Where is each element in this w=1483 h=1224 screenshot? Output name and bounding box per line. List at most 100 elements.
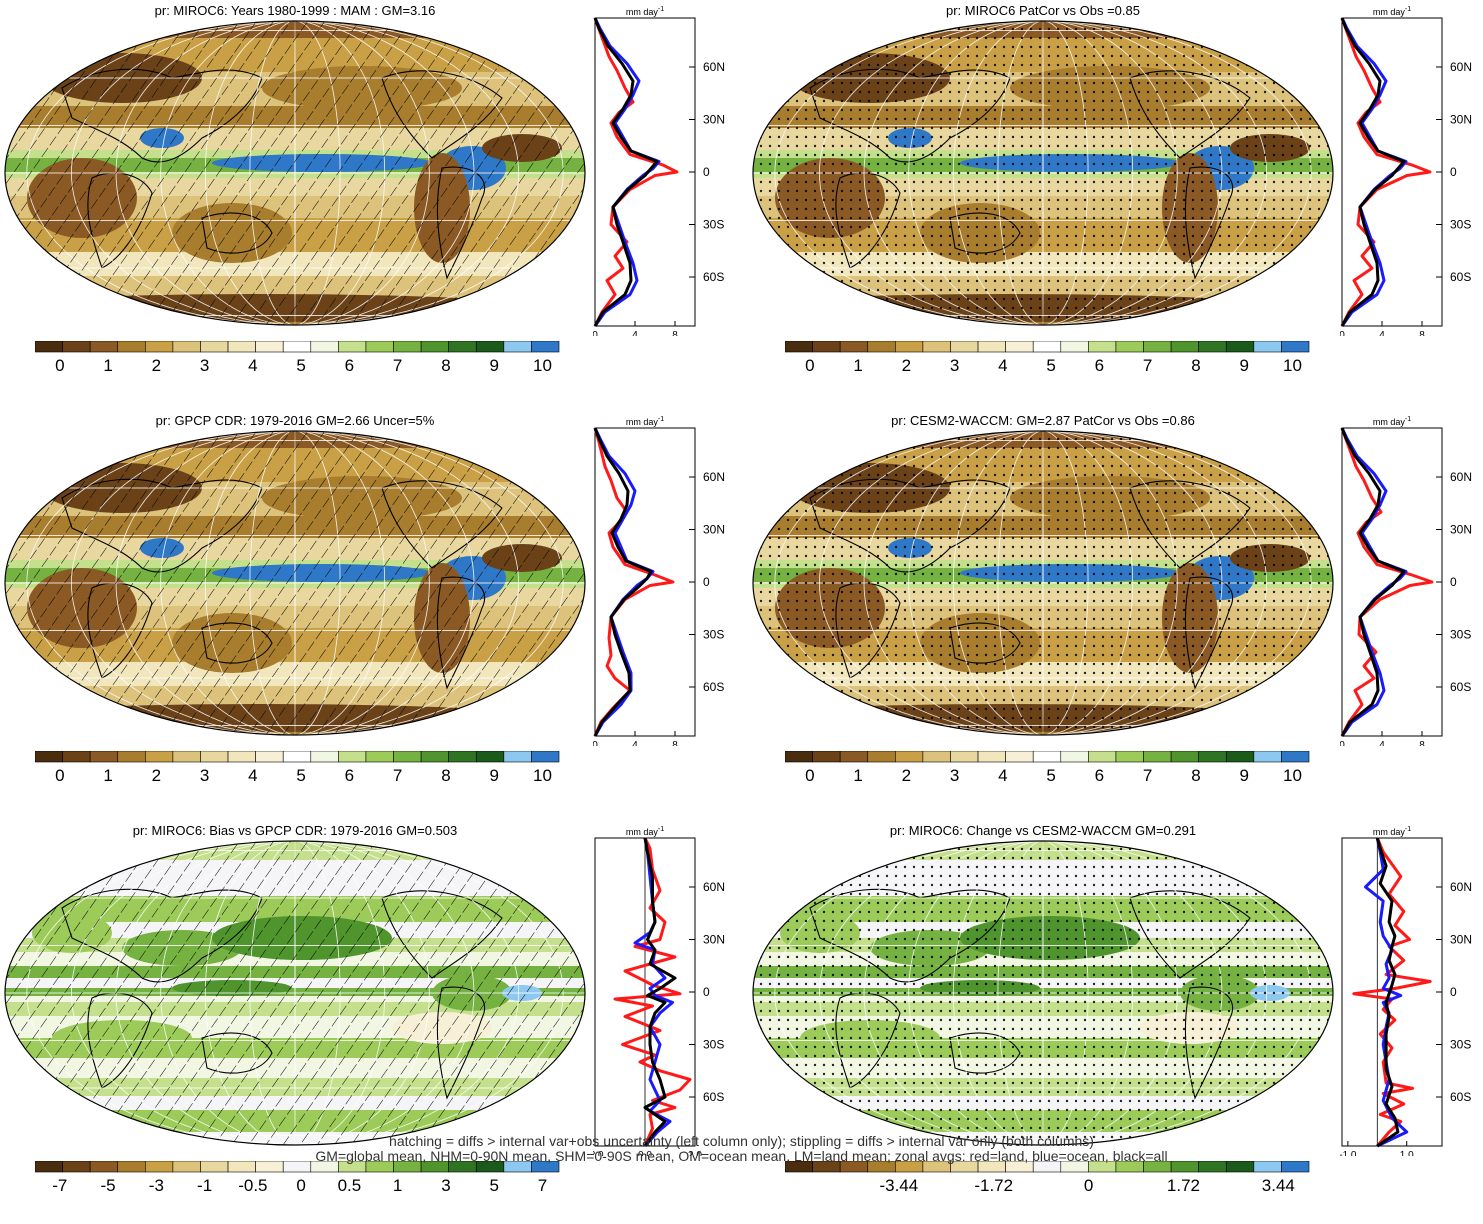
value-tick-label: 8: [1419, 330, 1425, 336]
zonal-line-red: [593, 17, 679, 327]
colorbar-label: 3: [200, 766, 209, 785]
colorbar-swatch: [1253, 751, 1282, 763]
colorbar-label: 1: [103, 766, 112, 785]
map-projection: [4, 840, 586, 1146]
lat-tick-label: 30N: [703, 933, 725, 947]
colorbar-swatch: [812, 341, 841, 353]
colorbar-swatch: [420, 341, 449, 353]
lat-tick-label: 30N: [1450, 113, 1472, 127]
colorbar-swatch: [1281, 1161, 1310, 1173]
zonal-line-black: [1340, 427, 1406, 737]
colorbar-label: 3: [441, 1176, 450, 1195]
colorbar-swatch: [172, 341, 201, 353]
colorbar-swatch: [200, 751, 229, 763]
colorbar-label: -7: [52, 1176, 67, 1195]
colorbar-swatch: [1005, 341, 1034, 353]
map-projection: [4, 430, 586, 736]
stippling-overlay: [753, 21, 1333, 325]
colorbar-label: 3: [200, 356, 209, 375]
value-tick-label: 4: [1379, 740, 1385, 746]
zonal-mean-plot: mm day-1 60N 30N 0 30S 60S 0 4 8: [1340, 6, 1472, 336]
lat-tick-label: 30S: [1450, 218, 1471, 232]
colorbar-swatch: [531, 1161, 560, 1173]
colorbar-label: 0: [55, 356, 64, 375]
colorbar-swatch: [35, 341, 63, 353]
colorbar-swatch: [35, 751, 63, 763]
zonal-mean-plot: mm day-1 60N 30N 0 30S 60S 0 4 8: [1340, 416, 1472, 746]
lat-tick-label: 60S: [1450, 270, 1471, 284]
colorbar-label: 7: [538, 1176, 547, 1195]
map-projection: [752, 430, 1334, 736]
colorbar-swatch: [1198, 341, 1227, 353]
map-title: pr: MIROC6 PatCor vs Obs =0.85: [946, 3, 1140, 18]
lat-tick-label: 60S: [1450, 680, 1471, 694]
colorbar-swatch: [531, 751, 560, 763]
colorbar-swatch: [1281, 751, 1310, 763]
colorbar-label: 7: [1143, 766, 1152, 785]
colorbar-swatch: [867, 341, 896, 353]
colorbar-swatch: [200, 341, 229, 353]
colorbar-label: 5: [1046, 356, 1055, 375]
colorbar-label: 0: [55, 766, 64, 785]
colorbar-label: 3.44: [1262, 1176, 1295, 1195]
colorbar-swatch: [62, 341, 91, 353]
map-projection: [752, 20, 1334, 326]
colorbar-swatch: [89, 341, 119, 353]
colorbar-swatch: [255, 751, 284, 763]
zonal-mean-plot: mm day-1 60N 30N 0 30S 60S 0 4 8: [593, 6, 725, 336]
stippling-overlay: [753, 431, 1333, 735]
zonal-unit-label: mm day-1: [1373, 6, 1411, 17]
colorbar-swatch: [1225, 751, 1255, 763]
colorbar-swatch: [1253, 341, 1282, 353]
zonal-line-red: [593, 427, 675, 737]
colorbar-swatch: [812, 751, 841, 763]
zonal-line-blue: [593, 17, 661, 327]
colorbar-swatch: [1088, 751, 1117, 763]
colorbar-label: 8: [441, 766, 450, 785]
stippling-overlay: [753, 841, 1333, 1145]
colorbar-swatch: [145, 341, 174, 353]
map-border: [4, 20, 586, 326]
colorbar-label: 4: [248, 766, 257, 785]
footer: hatching = diffs > internal var+obs unce…: [0, 1134, 1483, 1164]
colorbar-label: 1.72: [1167, 1176, 1200, 1195]
colorbar-swatch: [475, 751, 505, 763]
colorbar-label: -0.5: [238, 1176, 267, 1195]
colorbar-swatch: [531, 341, 560, 353]
colorbar-swatch: [1060, 341, 1089, 353]
colorbar-swatch: [1170, 751, 1199, 763]
map-border: [752, 840, 1334, 1146]
map-projection: [4, 20, 586, 326]
colorbar-label: 6: [345, 766, 354, 785]
colorbar-label: 0: [805, 356, 814, 375]
zonal-mean-plot: mm day-1 60N 30N 0 30S 60S -2.0 0.0 2.0: [593, 826, 725, 1156]
colorbar-label: 1: [393, 1176, 402, 1195]
colorbar-label: 9: [489, 766, 498, 785]
colorbar: 0 1 2 3 4 5 6 7 8 9 10: [35, 341, 560, 375]
hatching-overlay: [5, 21, 585, 325]
colorbar-label: -1: [197, 1176, 212, 1195]
footer-line-means: GM=global mean, NHM=0-90N mean, SHM=0-90…: [315, 1148, 1168, 1164]
lat-tick-label: 30S: [703, 218, 724, 232]
colorbar-swatch: [338, 751, 367, 763]
colorbar-swatch: [420, 751, 449, 763]
zonal-mean-plot: mm day-1 60N 30N 0 30S 60S -1.0 1.0: [1340, 826, 1472, 1156]
lat-tick-label: 30N: [1450, 933, 1472, 947]
colorbar-label: 7: [393, 356, 402, 375]
colorbar-label: 10: [1283, 766, 1302, 785]
colorbar-swatch: [310, 751, 339, 763]
colorbar-label: 6: [345, 356, 354, 375]
colorbar-label: 10: [1283, 356, 1302, 375]
colorbar-swatch: [172, 751, 201, 763]
value-tick-label: 0: [1340, 330, 1345, 336]
colorbar-swatch: [922, 341, 951, 353]
colorbar-swatch: [1143, 751, 1172, 763]
zonal-mean-plot: mm day-1 60N 30N 0 30S 60S 0 4 8: [593, 416, 725, 746]
lat-tick-label: 30N: [703, 523, 725, 537]
map-projection: [752, 840, 1334, 1146]
lat-tick-label: 60N: [1450, 470, 1472, 484]
value-tick-label: 4: [632, 330, 638, 336]
zonal-unit-label: mm day-1: [626, 826, 664, 837]
zonal-unit-label: mm day-1: [626, 416, 664, 427]
value-tick-label: 1.0: [1400, 1150, 1414, 1156]
